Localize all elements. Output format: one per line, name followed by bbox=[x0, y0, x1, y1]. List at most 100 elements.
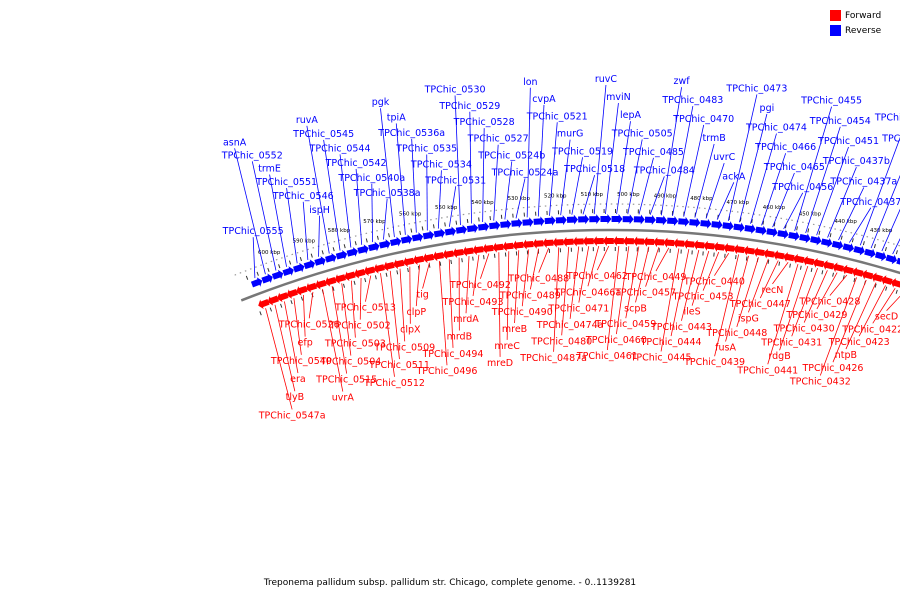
leader-line bbox=[465, 256, 470, 314]
minor-tick bbox=[461, 258, 463, 263]
gene-label: pgk bbox=[372, 97, 390, 108]
minor-tick bbox=[432, 224, 435, 229]
minor-tick bbox=[796, 226, 798, 231]
minor-tick bbox=[873, 243, 876, 249]
gene-arrow bbox=[667, 216, 679, 227]
gene-arrow bbox=[346, 247, 358, 257]
minor-tick bbox=[290, 300, 293, 305]
gene-arrow bbox=[250, 277, 263, 288]
minor-tick bbox=[299, 256, 302, 262]
gene-label: TPChic_0447 bbox=[729, 299, 791, 310]
gene-label: TPChic_0480 bbox=[530, 336, 592, 347]
gene-label: mviN bbox=[606, 92, 631, 103]
gene-label: uvrC bbox=[713, 152, 736, 163]
minor-tick bbox=[739, 217, 742, 222]
leader-line bbox=[448, 259, 454, 348]
gene-arrow bbox=[296, 285, 308, 296]
leader-line bbox=[389, 270, 400, 360]
leader-line bbox=[838, 187, 865, 241]
scale-label: 450 kbp bbox=[799, 212, 822, 218]
leader-line bbox=[596, 245, 610, 271]
gene-label: TPChic_0470 bbox=[672, 114, 734, 125]
gene-arrow bbox=[502, 241, 514, 252]
leader-line bbox=[506, 251, 510, 340]
leader-line bbox=[448, 186, 457, 227]
scale-label: 560 kbp bbox=[399, 211, 422, 217]
gene-label: mreB bbox=[502, 324, 527, 335]
leader-line bbox=[341, 283, 352, 356]
gene-label: mrdA bbox=[453, 314, 479, 325]
minor-tick bbox=[762, 220, 765, 225]
minor-tick bbox=[353, 280, 356, 285]
minor-tick bbox=[773, 222, 776, 227]
gene-arrow bbox=[864, 248, 876, 259]
leader-line bbox=[426, 154, 428, 231]
gene-label: TPChic_0422 bbox=[841, 324, 900, 335]
gene-label: recN bbox=[762, 285, 784, 296]
gene-arrow bbox=[542, 238, 554, 249]
leader-line bbox=[274, 304, 296, 392]
gene-label: TPChic_0485 bbox=[622, 147, 684, 158]
minor-tick bbox=[278, 264, 281, 269]
gene-arrow bbox=[357, 244, 369, 255]
minor-tick bbox=[269, 307, 273, 312]
gene-arrow bbox=[373, 263, 385, 274]
gene-label: TPChic_0473 bbox=[725, 83, 787, 94]
gene-arrow bbox=[400, 234, 413, 245]
gene-arrow bbox=[673, 238, 685, 249]
gene-arrow bbox=[433, 228, 446, 239]
leader-line bbox=[553, 247, 560, 352]
gene-arrow bbox=[353, 268, 366, 279]
leader-line bbox=[791, 268, 818, 337]
gene-arrow bbox=[533, 216, 545, 227]
leader-line bbox=[265, 308, 293, 410]
gene-label: TPChic_0504 bbox=[319, 357, 381, 368]
minor-tick bbox=[874, 283, 877, 288]
gene-arrow bbox=[842, 243, 855, 253]
gene-arrow bbox=[744, 224, 756, 234]
minor-tick bbox=[853, 277, 856, 282]
gene-arrow bbox=[544, 215, 556, 226]
minor-tick bbox=[267, 267, 270, 272]
gene-label: TPChic_0546 bbox=[272, 191, 334, 202]
gene-arrow bbox=[611, 214, 623, 225]
leader-line bbox=[761, 153, 787, 226]
gene-label: TPChic_0502 bbox=[329, 321, 391, 332]
gene-arrow bbox=[411, 232, 424, 243]
reverse-swatch bbox=[830, 25, 841, 36]
gene-arrow bbox=[678, 216, 690, 227]
gene-label: TPChic_0511 bbox=[368, 360, 430, 371]
gene-label: TPChic_0441 bbox=[736, 365, 798, 376]
gene-label: fusA bbox=[715, 342, 736, 353]
gene-label: TPChic_0461 bbox=[576, 351, 638, 362]
gene-arrow bbox=[315, 279, 327, 290]
gene-label: tlyB bbox=[286, 392, 305, 403]
leader-line bbox=[779, 265, 809, 351]
leader-line bbox=[625, 246, 640, 319]
gene-label: TPChic_0521 bbox=[526, 111, 588, 122]
gene-arrow bbox=[763, 248, 775, 259]
reverse-gene-layer: TPChic_0412TPChic_0413ffhlntTPChic_0435T… bbox=[221, 74, 900, 288]
gene-label: TPChic_0531 bbox=[424, 175, 486, 186]
minor-tick bbox=[245, 275, 249, 280]
leader-line bbox=[616, 246, 630, 335]
gene-label: TPChic_0460 bbox=[585, 335, 647, 346]
scale-label: 440 kbp bbox=[835, 219, 858, 225]
leader-line bbox=[605, 102, 619, 215]
reference-arc bbox=[231, 203, 900, 277]
gene-arrow bbox=[452, 248, 464, 258]
gene-label: TPChic_0455 bbox=[800, 96, 862, 107]
gene-arrow bbox=[788, 231, 800, 242]
gene-label: TPChic_0457 bbox=[614, 288, 676, 299]
leader-line bbox=[395, 123, 406, 235]
gene-label: TPChic_0462 bbox=[566, 271, 628, 282]
gene-label: TPChic_0542 bbox=[325, 158, 387, 169]
minor-tick bbox=[332, 286, 335, 291]
gene-arrow bbox=[532, 238, 544, 249]
gene-arrow bbox=[766, 227, 778, 238]
gene-label: TPChic_0493 bbox=[442, 297, 504, 308]
leader-line bbox=[845, 282, 877, 350]
leader-line bbox=[293, 298, 302, 355]
gene-arrow bbox=[632, 236, 645, 247]
